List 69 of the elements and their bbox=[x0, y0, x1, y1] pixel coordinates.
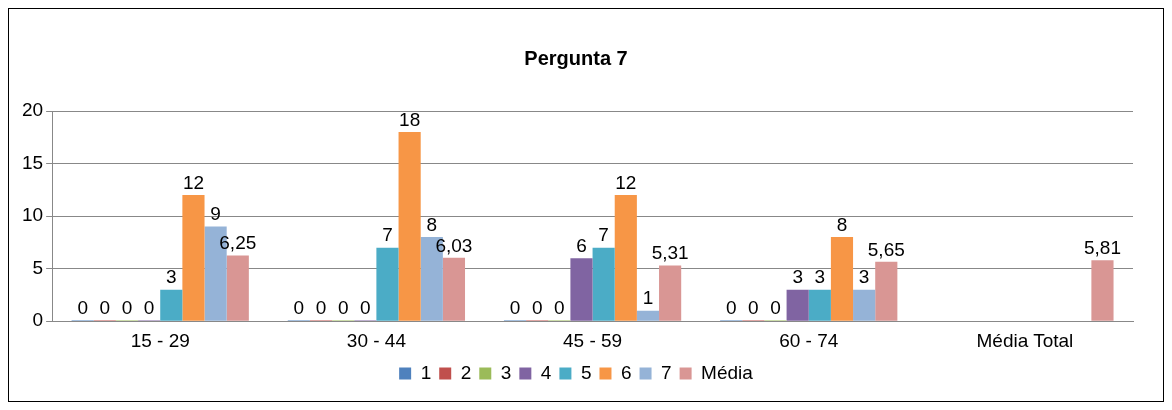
data-label: 0 bbox=[770, 296, 781, 318]
data-label: 3 bbox=[858, 266, 870, 288]
x-tick-label: 60 - 74 bbox=[779, 329, 839, 351]
x-tick-label: 30 - 44 bbox=[346, 329, 407, 351]
bar bbox=[853, 289, 876, 321]
data-label: 9 bbox=[210, 203, 221, 225]
data-label: 7 bbox=[382, 224, 393, 246]
bar bbox=[808, 289, 831, 321]
legend-label: 2 bbox=[460, 361, 472, 383]
data-label: 5,65 bbox=[867, 238, 905, 260]
bar bbox=[786, 289, 809, 321]
data-label: 0 bbox=[143, 296, 155, 318]
data-label: 6 bbox=[576, 234, 587, 256]
bar bbox=[592, 247, 615, 321]
data-label: 3 bbox=[166, 266, 177, 288]
bar bbox=[614, 195, 637, 321]
bar bbox=[1091, 260, 1114, 321]
bar bbox=[376, 247, 399, 321]
data-label: 6,25 bbox=[219, 232, 257, 254]
legend-label: 6 bbox=[620, 361, 632, 383]
bar bbox=[875, 261, 898, 321]
legend-label: 4 bbox=[540, 361, 552, 383]
data-label: 5,31 bbox=[651, 242, 689, 264]
data-label: 3 bbox=[792, 266, 803, 288]
data-label: 5,81 bbox=[1083, 236, 1121, 258]
y-tick-label: 20 bbox=[21, 99, 44, 121]
x-tick-label: 45 - 59 bbox=[562, 329, 623, 351]
data-label: 3 bbox=[814, 266, 826, 288]
data-label: 18 bbox=[399, 108, 421, 130]
bar bbox=[398, 132, 421, 321]
bar bbox=[160, 289, 183, 321]
data-label: 0 bbox=[293, 296, 305, 318]
chart-title: Pergunta 7 bbox=[524, 46, 628, 69]
bar bbox=[636, 310, 660, 321]
data-label: 8 bbox=[836, 213, 848, 235]
data-label: 0 bbox=[77, 296, 88, 318]
data-label: 8 bbox=[426, 213, 438, 235]
data-label: 0 bbox=[554, 296, 565, 318]
data-label: 0 bbox=[725, 296, 737, 318]
data-label: 0 bbox=[121, 296, 133, 318]
bar bbox=[659, 265, 682, 321]
data-label: 6,03 bbox=[435, 234, 473, 256]
legend-label: 1 bbox=[420, 361, 432, 383]
x-tick-label: 15 - 29 bbox=[130, 329, 190, 351]
y-tick-label: 5 bbox=[32, 256, 44, 278]
bar bbox=[830, 237, 854, 321]
legend-label: 5 bbox=[580, 361, 592, 383]
data-label: 0 bbox=[531, 296, 543, 318]
data-label: 12 bbox=[182, 171, 205, 193]
x-tick-label: Média Total bbox=[976, 329, 1074, 351]
data-label: 0 bbox=[337, 296, 349, 318]
data-label: 12 bbox=[615, 171, 637, 193]
bar bbox=[226, 255, 249, 321]
data-label: 0 bbox=[315, 296, 327, 318]
data-label: 0 bbox=[99, 296, 111, 318]
data-label: 7 bbox=[598, 224, 609, 246]
bar bbox=[182, 195, 205, 321]
bar bbox=[570, 258, 593, 321]
data-label: 1 bbox=[642, 287, 654, 309]
data-label: 0 bbox=[360, 296, 371, 318]
legend-label: 7 bbox=[661, 361, 672, 383]
data-label: 0 bbox=[509, 296, 521, 318]
y-tick-label: 10 bbox=[21, 204, 44, 226]
bar bbox=[442, 257, 466, 321]
y-tick-label: 0 bbox=[32, 309, 44, 331]
data-label: 0 bbox=[748, 296, 759, 318]
y-tick-label: 15 bbox=[21, 151, 44, 173]
legend-label: 3 bbox=[500, 361, 512, 383]
legend-label: Média bbox=[701, 361, 754, 383]
